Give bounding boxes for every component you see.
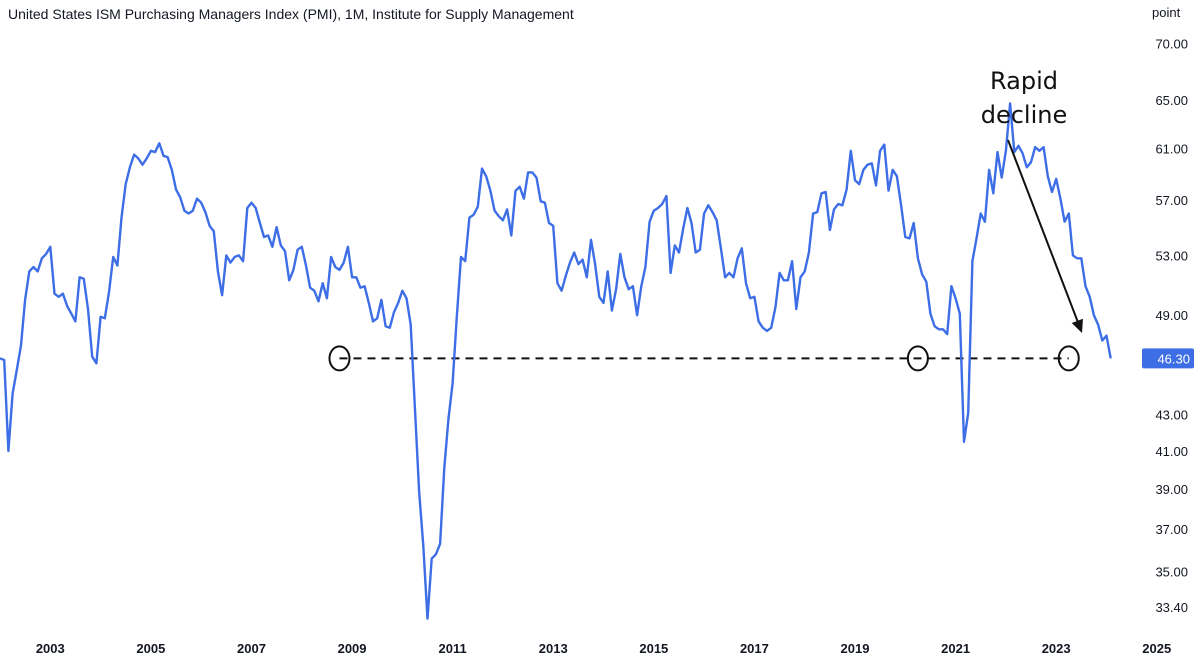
annotation-text-line-1: Rapid (990, 67, 1058, 95)
circle-marker-icon (1057, 345, 1080, 372)
last-value-badge-bg (1142, 348, 1194, 369)
x-tick-label: 2021 (941, 641, 970, 656)
y-tick-label: 61.00 (1155, 141, 1188, 156)
last-value-label: 46.30 (1157, 351, 1190, 366)
y-tick-label: 57.00 (1155, 193, 1188, 208)
x-axis-ticks: 2003 2005 2007 2009 2011 2013 2015 2017 2019 2021… (36, 641, 1171, 656)
x-tick-label: 2019 (841, 641, 870, 656)
y-tick-label: 65.00 (1155, 93, 1188, 108)
y-tick-label: 43.00 (1155, 408, 1188, 423)
y-tick-label: 41.00 (1155, 444, 1188, 459)
unit-label: point (1152, 5, 1181, 20)
y-tick-label: 35.00 (1155, 565, 1188, 580)
x-tick-label: 2007 (237, 641, 266, 656)
circle-marker-icon (906, 345, 929, 372)
x-tick-label: 2017 (740, 641, 769, 656)
x-tick-label: 2015 (639, 641, 668, 656)
circle-marker-icon (328, 345, 351, 372)
x-tick-label: 2003 (36, 641, 65, 656)
x-tick-label: 2005 (136, 641, 165, 656)
series-line-pmi (0, 102, 1112, 620)
y-tick-label: 37.00 (1155, 522, 1188, 537)
last-value-badge: 46.30 (1142, 348, 1194, 369)
circle-markers (328, 345, 1080, 372)
x-tick-label: 2009 (338, 641, 367, 656)
y-tick-label: 53.00 (1155, 248, 1188, 263)
y-tick-label: 49.00 (1155, 308, 1188, 323)
annotation: Rapid decline (981, 67, 1083, 333)
x-tick-label: 2013 (539, 641, 568, 656)
x-tick-label: 2025 (1142, 641, 1171, 656)
x-tick-label: 2011 (439, 641, 467, 656)
y-tick-label: 70.00 (1155, 36, 1188, 51)
y-tick-label: 33.40 (1155, 600, 1188, 615)
annotation-arrow-icon (1007, 139, 1080, 326)
y-axis-ticks: 70.00 65.00 61.00 57.00 53.00 49.00 43.00 41.00… (1155, 36, 1188, 615)
chart-title: United States ISM Purchasing Managers In… (8, 6, 574, 22)
annotation-text-line-2: decline (981, 101, 1068, 129)
arrowhead-icon (1071, 318, 1083, 333)
x-tick-label: 2023 (1042, 641, 1071, 656)
y-tick-label: 39.00 (1155, 482, 1188, 497)
